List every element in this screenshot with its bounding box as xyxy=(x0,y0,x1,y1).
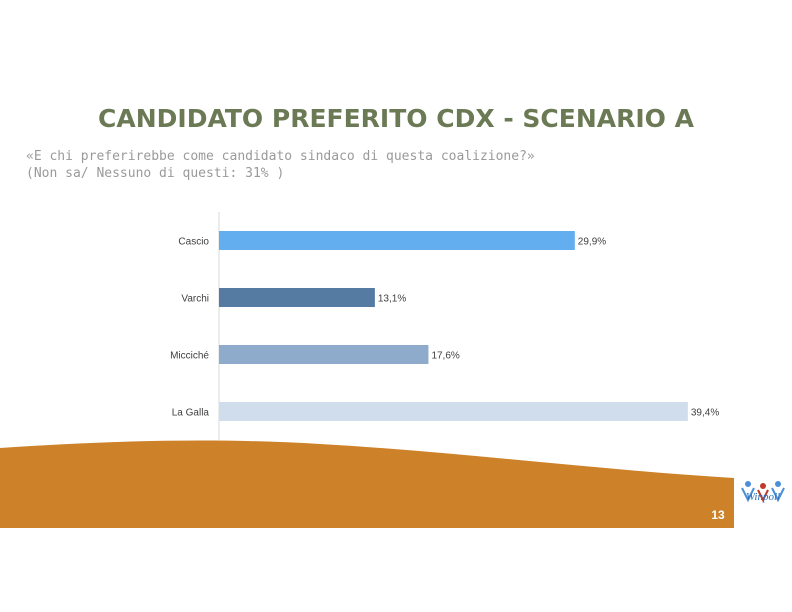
bar-2 xyxy=(219,345,429,364)
logo-figures-icon xyxy=(741,481,785,503)
logo-text: Winpoll xyxy=(745,491,781,503)
no-answer-note: (Non sa/ Nessuno di questi: 31% ) xyxy=(26,166,285,181)
slide-title: CANDIDATO PREFERITO CDX - SCENARIO A xyxy=(98,104,694,133)
category-label: Cascio xyxy=(178,237,209,248)
value-label: 17,6% xyxy=(431,351,459,362)
page-number: 13 xyxy=(711,508,725,522)
bar-0 xyxy=(219,231,575,250)
question-line: «E chi preferirebbe come candidato sinda… xyxy=(26,149,535,164)
logo-box xyxy=(734,468,792,526)
bar-3 xyxy=(219,402,688,421)
category-label: La Galla xyxy=(172,408,210,419)
question-text: «E chi preferirebbe come candidato sinda… xyxy=(26,148,535,182)
category-label: Varchi xyxy=(181,294,209,305)
value-label: 13,1% xyxy=(378,294,406,305)
value-label: 39,4% xyxy=(691,408,719,419)
category-label: Micciché xyxy=(170,351,209,362)
value-label: 29,9% xyxy=(578,237,606,248)
wave-shape xyxy=(0,440,734,528)
bar-1 xyxy=(219,288,375,307)
bar-chart: Cascio 29,9% Varchi 13,1% Micciché 17,6% La Ga… xyxy=(170,212,719,440)
